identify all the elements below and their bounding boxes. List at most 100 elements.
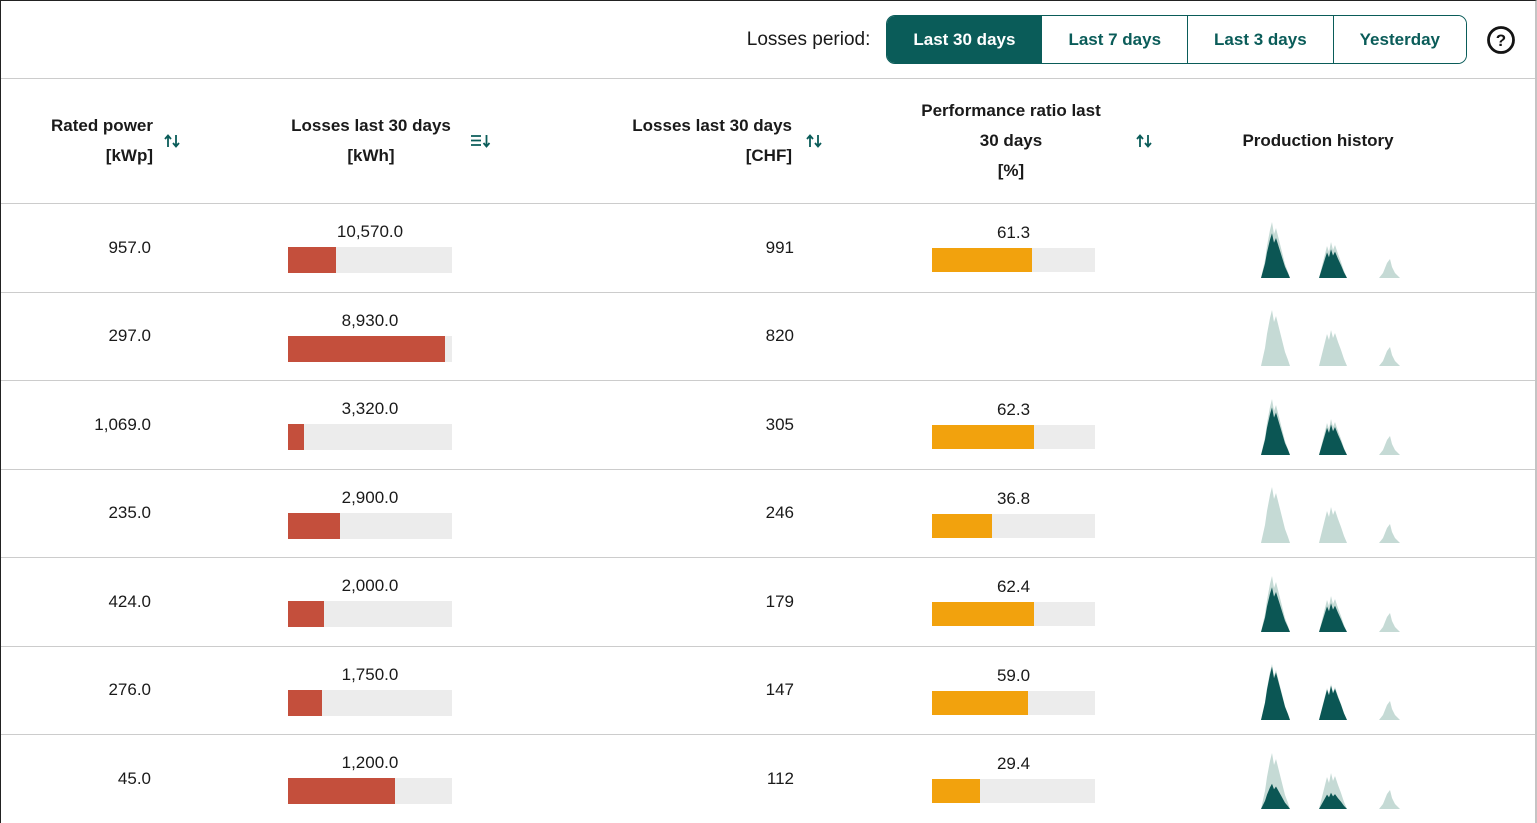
- production-history-cell[interactable]: [1141, 735, 1535, 823]
- rated-power-cell: 276.0: [1, 647, 191, 735]
- table-row[interactable]: 1,069.0 3,320.0 305 62.3: [1, 381, 1535, 470]
- losses-kwh-bar: [288, 601, 325, 628]
- losses-chf-cell: 991: [481, 204, 821, 292]
- rated-power-value: 424.0: [108, 591, 151, 611]
- rated-power-value: 957.0: [108, 237, 151, 257]
- column-header-losses-chf[interactable]: Losses last 30 days [CHF]: [481, 79, 822, 203]
- losses-kwh-bar-track: [288, 689, 452, 716]
- losses-chf-value: 305: [765, 414, 794, 434]
- production-history-cell[interactable]: [1141, 558, 1535, 646]
- rated-power-cell: 424.0: [1, 558, 191, 646]
- losses-kwh-bar: [288, 512, 341, 539]
- production-history-cell[interactable]: [1141, 470, 1535, 558]
- production-history-cell[interactable]: [1141, 204, 1535, 292]
- sort-updown-icon[interactable]: [1133, 130, 1155, 152]
- losses-chf-cell: 820: [481, 293, 821, 381]
- losses-kwh-bar-track: [288, 335, 452, 362]
- table-row[interactable]: 424.0 2,000.0 179 62.4: [1, 558, 1535, 647]
- table-row[interactable]: 45.0 1,200.0 112 29.4: [1, 735, 1535, 823]
- losses-kwh-bar-track: [288, 601, 452, 628]
- losses-kwh-value: 2,000.0: [341, 576, 399, 596]
- table-row[interactable]: 297.0 8,930.0 820: [1, 293, 1535, 381]
- losses-kwh-bar: [288, 335, 446, 362]
- table-row[interactable]: 235.0 2,900.0 246 36.8: [1, 470, 1535, 558]
- period-button-last-7-days[interactable]: Last 7 days: [1041, 16, 1188, 63]
- table-row[interactable]: 276.0 1,750.0 147 59.0: [1, 647, 1535, 735]
- sort-updown-icon[interactable]: [161, 130, 183, 152]
- losses-kwh-value: 8,930.0: [341, 310, 399, 330]
- rated-power-cell: 45.0: [1, 735, 191, 823]
- losses-kwh-cell: 3,320.0: [191, 381, 481, 469]
- losses-kwh-bar-track: [288, 424, 452, 451]
- sorted-descending-icon[interactable]: [469, 130, 493, 152]
- production-history-sparkline: [1261, 664, 1400, 720]
- losses-kwh-bar: [288, 247, 336, 274]
- column-header-label: Performance ratio last: [921, 101, 1101, 120]
- column-header-label: Production history: [1242, 131, 1394, 150]
- losses-chf-cell: 147: [481, 647, 821, 735]
- production-history-cell[interactable]: [1141, 647, 1535, 735]
- production-history-sparkline: [1261, 398, 1400, 455]
- losses-chf-value: 147: [765, 680, 794, 700]
- column-header-unit: [%]: [997, 161, 1025, 180]
- losses-kwh-bar: [288, 424, 305, 451]
- performance-ratio-bar-track: [932, 513, 1095, 538]
- rated-power-value: 1,069.0: [94, 414, 151, 434]
- losses-chf-value: 820: [765, 326, 794, 346]
- losses-kwh-value: 1,200.0: [341, 753, 399, 773]
- losses-kwh-bar-track: [288, 247, 452, 274]
- losses-chf-value: 991: [765, 237, 794, 257]
- losses-chf-cell: 246: [481, 470, 821, 558]
- production-history-sparkline: [1261, 487, 1400, 543]
- losses-chf-value: 246: [765, 503, 794, 523]
- performance-ratio-bar: [932, 779, 980, 804]
- column-header-production-history: Production history: [1141, 79, 1535, 203]
- performance-ratio-value: 62.3: [996, 400, 1031, 420]
- rated-power-value: 45.0: [117, 768, 151, 788]
- losses-kwh-cell: 8,930.0: [191, 293, 481, 381]
- column-header-losses-kwh[interactable]: Losses last 30 days [kWh]: [191, 79, 491, 203]
- production-history-sparkline: [1261, 221, 1400, 278]
- performance-ratio-value: 62.4: [996, 577, 1031, 597]
- column-header-rated-power[interactable]: Rated power [kWp]: [1, 79, 191, 203]
- losses-period-toolbar: Losses period: Last 30 days Last 7 days …: [1, 1, 1535, 79]
- column-header-performance-ratio[interactable]: Performance ratio last 30 days [%]: [821, 79, 1152, 203]
- column-header-label: Rated power: [50, 116, 153, 135]
- column-header-unit: [kWp]: [105, 146, 153, 165]
- period-button-yesterday[interactable]: Yesterday: [1332, 16, 1466, 63]
- losses-chf-cell: 112: [481, 735, 821, 823]
- losses-chf-value: 179: [765, 591, 794, 611]
- losses-kwh-cell: 10,570.0: [191, 204, 481, 292]
- svg-text:?: ?: [1496, 31, 1506, 50]
- production-history-cell[interactable]: [1141, 381, 1535, 469]
- period-button-last-30-days[interactable]: Last 30 days: [887, 16, 1042, 63]
- performance-ratio-cell: 62.3: [821, 381, 1141, 469]
- losses-kwh-value: 10,570.0: [336, 222, 404, 242]
- period-button-last-3-days[interactable]: Last 3 days: [1187, 16, 1333, 63]
- performance-ratio-bar: [932, 248, 1032, 273]
- performance-ratio-bar-track: [932, 248, 1095, 273]
- rated-power-value: 235.0: [108, 503, 151, 523]
- rated-power-value: 297.0: [108, 326, 151, 346]
- production-history-cell[interactable]: [1141, 293, 1535, 381]
- help-icon[interactable]: ?: [1485, 24, 1517, 56]
- losses-kwh-value: 2,900.0: [341, 487, 399, 507]
- losses-kwh-bar: [288, 689, 323, 716]
- performance-ratio-bar: [932, 602, 1034, 627]
- rated-power-value: 276.0: [108, 680, 151, 700]
- losses-kwh-value: 3,320.0: [341, 399, 399, 419]
- losses-kwh-bar-track: [288, 778, 452, 805]
- performance-ratio-bar-track: [932, 779, 1095, 804]
- performance-ratio-cell: 36.8: [821, 470, 1141, 558]
- column-header-label: Losses last 30 days: [632, 116, 792, 135]
- performance-ratio-cell: 59.0: [821, 647, 1141, 735]
- losses-period-label: Losses period:: [746, 28, 871, 50]
- production-history-sparkline: [1261, 575, 1400, 632]
- rated-power-cell: 235.0: [1, 470, 191, 558]
- table-row[interactable]: 957.0 10,570.0 991 61.3: [1, 204, 1535, 293]
- performance-ratio-bar: [932, 513, 992, 538]
- sort-updown-icon[interactable]: [803, 130, 825, 152]
- performance-ratio-bar-track: [932, 690, 1095, 715]
- losses-kwh-cell: 1,200.0: [191, 735, 481, 823]
